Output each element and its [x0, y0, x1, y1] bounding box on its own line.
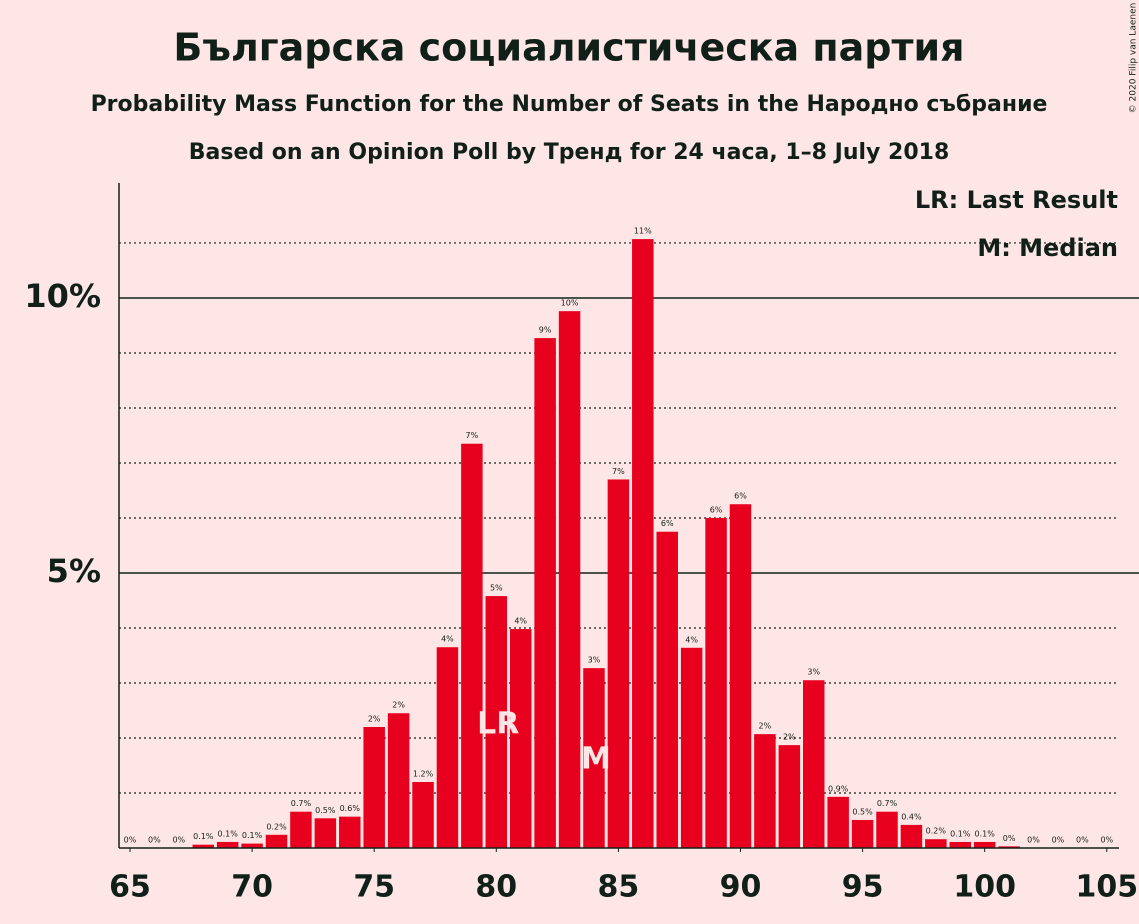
value-label: 0.2%: [926, 827, 947, 836]
value-label: 0.5%: [315, 806, 336, 815]
x-tick-label: 65: [109, 870, 151, 905]
bar: [265, 834, 288, 848]
bar: [436, 647, 459, 848]
bar: [314, 818, 337, 848]
value-label: 0%: [1052, 836, 1065, 845]
bar: [900, 824, 923, 848]
value-label: 0.1%: [242, 831, 263, 840]
value-label: 0.1%: [950, 829, 971, 838]
bar: [607, 479, 630, 848]
bar: [216, 841, 239, 848]
x-tick-label: 80: [475, 870, 517, 905]
value-label: 0.1%: [218, 829, 239, 838]
value-label: 3%: [807, 668, 820, 677]
value-label: 0%: [1100, 836, 1113, 845]
x-tick-label: 85: [598, 870, 640, 905]
bar: [558, 311, 581, 848]
bar: [583, 668, 605, 848]
bar: [656, 531, 678, 848]
value-label: 0%: [124, 836, 137, 845]
value-label: 11%: [634, 227, 652, 236]
value-label: 9%: [539, 326, 552, 335]
x-tick-label: 100: [953, 870, 1016, 905]
x-tick-label: 70: [231, 870, 273, 905]
bar: [241, 843, 263, 848]
bar: [754, 734, 776, 848]
bar: [827, 796, 849, 848]
value-label: 0%: [172, 836, 185, 845]
x-tick-label: 75: [353, 870, 395, 905]
bar: [925, 839, 947, 848]
bar: [876, 811, 898, 848]
bar: [803, 680, 825, 848]
value-label: 6%: [710, 505, 723, 514]
value-label: 0%: [1003, 834, 1016, 843]
annotation: M: [581, 742, 611, 777]
y-tick-label: 10%: [24, 277, 101, 315]
value-label: 0.7%: [291, 799, 312, 808]
value-label: 6%: [734, 492, 747, 501]
value-label: 2%: [392, 701, 405, 710]
legend-entry: M: Median: [977, 234, 1118, 262]
bar: [534, 338, 556, 848]
bar: [509, 629, 532, 848]
value-label: 1.2%: [413, 769, 434, 778]
value-label: 7%: [466, 431, 479, 440]
value-label: 0.6%: [340, 804, 361, 813]
bar: [461, 443, 483, 848]
value-label: 4%: [441, 635, 454, 644]
y-tick-label: 5%: [47, 552, 101, 590]
chart-subtitle: Based on an Opinion Poll by Тренд for 24…: [189, 140, 950, 165]
value-label: 0.2%: [266, 822, 287, 831]
copyright: © 2020 Filip van Laenen: [1129, 3, 1139, 114]
bar: [192, 844, 214, 848]
bar: [412, 781, 434, 848]
value-label: 0.1%: [193, 832, 214, 841]
value-label: 4%: [685, 635, 698, 644]
value-label: 7%: [612, 467, 625, 476]
bar: [729, 504, 752, 848]
bar: [778, 745, 801, 848]
x-tick-label: 105: [1075, 870, 1138, 905]
bar: [949, 841, 972, 848]
bar: [290, 811, 312, 848]
bar: [363, 726, 385, 848]
bar: [851, 819, 874, 848]
value-label: 0.9%: [828, 784, 849, 793]
value-label: 2%: [759, 722, 772, 731]
legend-entry: LR: Last Result: [915, 186, 1118, 214]
bar: [680, 647, 703, 848]
value-label: 6%: [661, 519, 674, 528]
value-label: 10%: [561, 299, 579, 308]
x-tick-label: 95: [842, 870, 884, 905]
value-label: 2%: [368, 714, 381, 723]
value-label: 0%: [1076, 836, 1089, 845]
value-label: 3%: [588, 656, 601, 665]
value-label: 0.5%: [852, 807, 873, 816]
value-label: 0.7%: [877, 799, 898, 808]
value-label: 4%: [514, 617, 527, 626]
bar: [339, 816, 361, 848]
x-tick-label: 90: [720, 870, 762, 905]
bar: [632, 239, 654, 848]
chart-title: Българска социалистическа партия: [173, 26, 964, 70]
bar: [973, 841, 996, 848]
value-label: 0.1%: [975, 829, 996, 838]
bar: [998, 846, 1020, 848]
annotation: LR: [477, 707, 519, 742]
value-label: 2%: [783, 733, 796, 742]
bar: [705, 517, 727, 848]
value-label: 0.4%: [901, 812, 922, 821]
value-label: 5%: [490, 584, 503, 593]
bar: [387, 713, 410, 848]
value-label: 0%: [1027, 836, 1040, 845]
chart-subtitle: Probability Mass Function for the Number…: [91, 92, 1048, 117]
value-label: 0%: [148, 836, 161, 845]
bar: [485, 596, 508, 848]
